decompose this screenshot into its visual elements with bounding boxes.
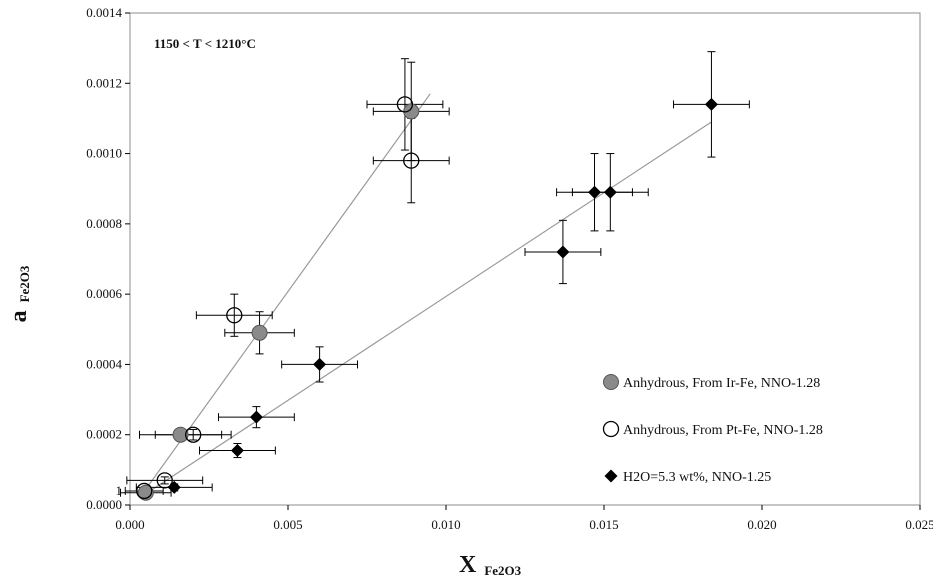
y-tick-label: 0.0004 (86, 356, 122, 371)
data-point-gray-circle (251, 324, 268, 341)
data-markers (136, 96, 718, 501)
y-tick-label: 0.0012 (86, 75, 122, 90)
x-tick-label: 0.025 (905, 517, 933, 532)
data-point-black-diamond (167, 480, 181, 494)
data-point-open-circle (136, 482, 153, 500)
data-point-open-circle (156, 472, 173, 489)
x-tick-label: 0.015 (589, 517, 618, 532)
x-axis-label: X Fe2O3 (459, 552, 522, 578)
data-point-gray-circle (172, 426, 189, 443)
data-point-black-diamond (313, 357, 327, 371)
y-tick-label: 0.0000 (86, 497, 122, 512)
y-axis-ticks: 0.0000 0.0002 0.0004 0.0006 0.0008 0.0010 0.00… (86, 5, 130, 512)
y-axis-label-main: a (6, 310, 32, 322)
x-tick-label: 0.000 (115, 517, 144, 532)
data-point-open-circle (396, 96, 414, 113)
legend-marker-black-diamond (604, 469, 618, 483)
x-tick-label: 0.010 (431, 517, 460, 532)
data-point-open-circle (403, 152, 420, 169)
fit-lines (138, 93, 712, 499)
x-axis-label-sub: Fe2O3 (484, 563, 521, 578)
data-point-open-circle (185, 426, 202, 443)
y-tick-label: 0.0002 (86, 427, 122, 442)
legend-label: Anhydrous, From Ir-Fe, NNO-1.28 (623, 376, 820, 391)
x-tick-label: 0.005 (273, 517, 302, 532)
x-tick-label: 0.020 (747, 517, 776, 532)
data-point-black-diamond (249, 410, 263, 424)
y-extra-tick-label: 1 (116, 483, 123, 498)
data-point-black-diamond (704, 97, 718, 111)
y-tick-label: 0.0006 (86, 286, 122, 301)
plot-frame (129, 12, 921, 506)
x-axis-label-main: X (459, 552, 477, 578)
data-point-black-diamond (588, 185, 602, 199)
x-axis-ticks: 0.000 0.005 0.010 0.015 0.020 0.025 (115, 505, 933, 532)
legend-label: H2O=5.3 wt%, NNO-1.25 (623, 470, 771, 485)
legend-marker-gray-circle (603, 374, 619, 390)
legend-marker-open-circle (602, 420, 620, 438)
fit-line (139, 121, 712, 499)
data-point-black-diamond (556, 245, 570, 259)
y-axis-label: a Fe2O3 (6, 265, 32, 322)
legend-label: Anhydrous, From Pt-Fe, NNO-1.28 (623, 423, 823, 438)
temperature-annotation: 1150 < T < 1210°C (154, 36, 256, 51)
fit-line (138, 93, 431, 499)
y-tick-label: 0.0008 (86, 216, 122, 231)
y-tick-label: 0.0014 (86, 5, 122, 20)
data-point-open-circle (226, 307, 243, 324)
y-axis-label-sub: Fe2O3 (17, 265, 32, 302)
data-point-black-diamond (230, 444, 244, 458)
data-point-black-diamond (603, 185, 617, 199)
y-tick-label: 0.0010 (86, 146, 122, 161)
legend: Anhydrous, From Ir-Fe, NNO-1.28 Anhydrous… (602, 374, 823, 485)
